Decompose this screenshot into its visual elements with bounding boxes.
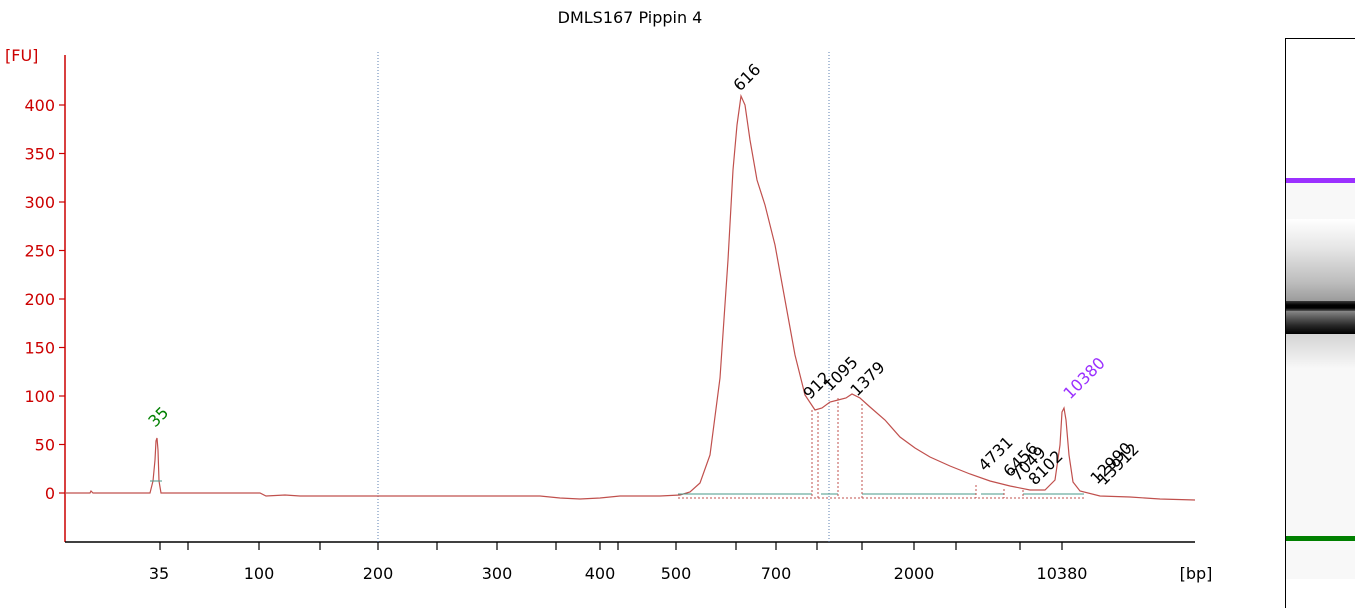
- x-tick-label: 10380: [1037, 564, 1088, 583]
- x-tick-label: 35: [149, 564, 169, 583]
- y-tick-label: 50: [35, 436, 55, 455]
- y-tick-label: 350: [24, 145, 55, 164]
- gel-lane: [1285, 38, 1355, 608]
- peak-label: 35: [144, 403, 172, 431]
- y-tick-label: 400: [24, 96, 55, 115]
- gel-smear: [1286, 219, 1355, 334]
- y-tick-label: 200: [24, 290, 55, 309]
- x-axis-label: [bp]: [1180, 564, 1213, 583]
- y-tick-label: 0: [45, 484, 55, 503]
- y-tick-label: 250: [24, 242, 55, 261]
- y-tick-label: 100: [24, 387, 55, 406]
- gel-main-band: [1286, 301, 1355, 311]
- peak-label: 10380: [1059, 353, 1108, 402]
- y-tick-label: 150: [24, 339, 55, 358]
- upper-marker-band: [1286, 178, 1355, 183]
- y-axis-label: [FU]: [5, 46, 38, 65]
- chart-title: DMLS167 Pippin 4: [557, 8, 703, 27]
- x-tick-label: 700: [761, 564, 792, 583]
- electropherogram-plot: 0 50 100 150 200 250 300 350 400 [FU] 35 100 200 300 4…: [5, 46, 1213, 583]
- x-tick-label: 300: [482, 564, 513, 583]
- x-tick-label: 500: [661, 564, 692, 583]
- x-tick-label: 100: [244, 564, 275, 583]
- x-tick-label: 200: [363, 564, 394, 583]
- gel-smear-tail: [1286, 309, 1355, 369]
- x-tick-label: 2000: [894, 564, 935, 583]
- lower-marker-band: [1286, 536, 1355, 541]
- peak-label: 616: [729, 60, 764, 95]
- y-tick-label: 300: [24, 193, 55, 212]
- x-tick-label: 400: [585, 564, 616, 583]
- electropherogram-trace: [65, 93, 1196, 501]
